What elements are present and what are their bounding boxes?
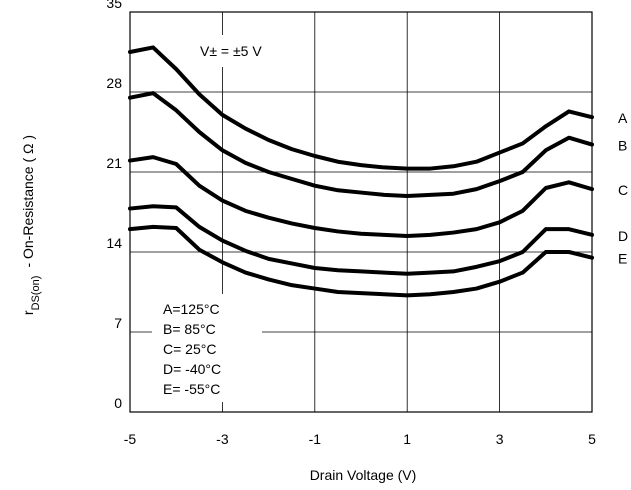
y-axis-label: rDS(on) - On-Resistance ( Ω )	[20, 135, 42, 315]
legend-entry: C= 25°C	[163, 341, 216, 357]
series-lines	[128, 45, 594, 298]
series-label-e: E	[618, 251, 627, 267]
plot-frame	[129, 11, 593, 413]
legend: A=125°C B= 85°C C= 25°C D= -40°C E= -55°C	[163, 301, 221, 397]
legend-entry: A=125°C	[163, 301, 220, 317]
x-axis-label: Drain Voltage (V)	[310, 467, 417, 483]
y-axis-label-rest: - On-Resistance ( Ω )	[20, 135, 36, 268]
series-label-c: C	[618, 182, 628, 198]
x-tick-label: -5	[124, 431, 137, 447]
x-tick-label: 5	[588, 431, 596, 447]
y-tick-label: 21	[106, 155, 122, 171]
y-tick-label: 0	[114, 395, 122, 411]
y-axis-label-sub: DS(on)	[30, 276, 42, 311]
series-line-b	[128, 91, 594, 198]
legend-entry: D= -40°C	[163, 361, 221, 377]
y-tick-label: 28	[106, 75, 122, 91]
supply-note-background	[182, 35, 312, 67]
series-line-d	[128, 204, 594, 276]
series-line-c	[128, 155, 594, 238]
x-tick-label: 1	[403, 431, 411, 447]
series-line-a	[128, 45, 594, 171]
legend-entry: E= -55°C	[163, 381, 220, 397]
y-tick-label: 7	[114, 315, 122, 331]
x-tick-label: 3	[496, 431, 504, 447]
y-tick-label: 14	[106, 235, 122, 251]
series-line-e	[128, 224, 594, 298]
y-tick-label: 35	[106, 0, 122, 11]
supply-note: V± = ±5 V	[200, 43, 262, 59]
series-label-a: A	[618, 110, 628, 126]
y-axis-label-main: r	[20, 310, 36, 315]
x-tick-label: -1	[309, 431, 322, 447]
x-tick-label: -3	[216, 431, 229, 447]
series-labels: AB C DE	[618, 110, 628, 267]
legend-entry: B= 85°C	[163, 321, 216, 337]
series-label-b: B	[618, 138, 627, 154]
legend-background	[152, 294, 262, 402]
series-label-d: D	[618, 228, 628, 244]
